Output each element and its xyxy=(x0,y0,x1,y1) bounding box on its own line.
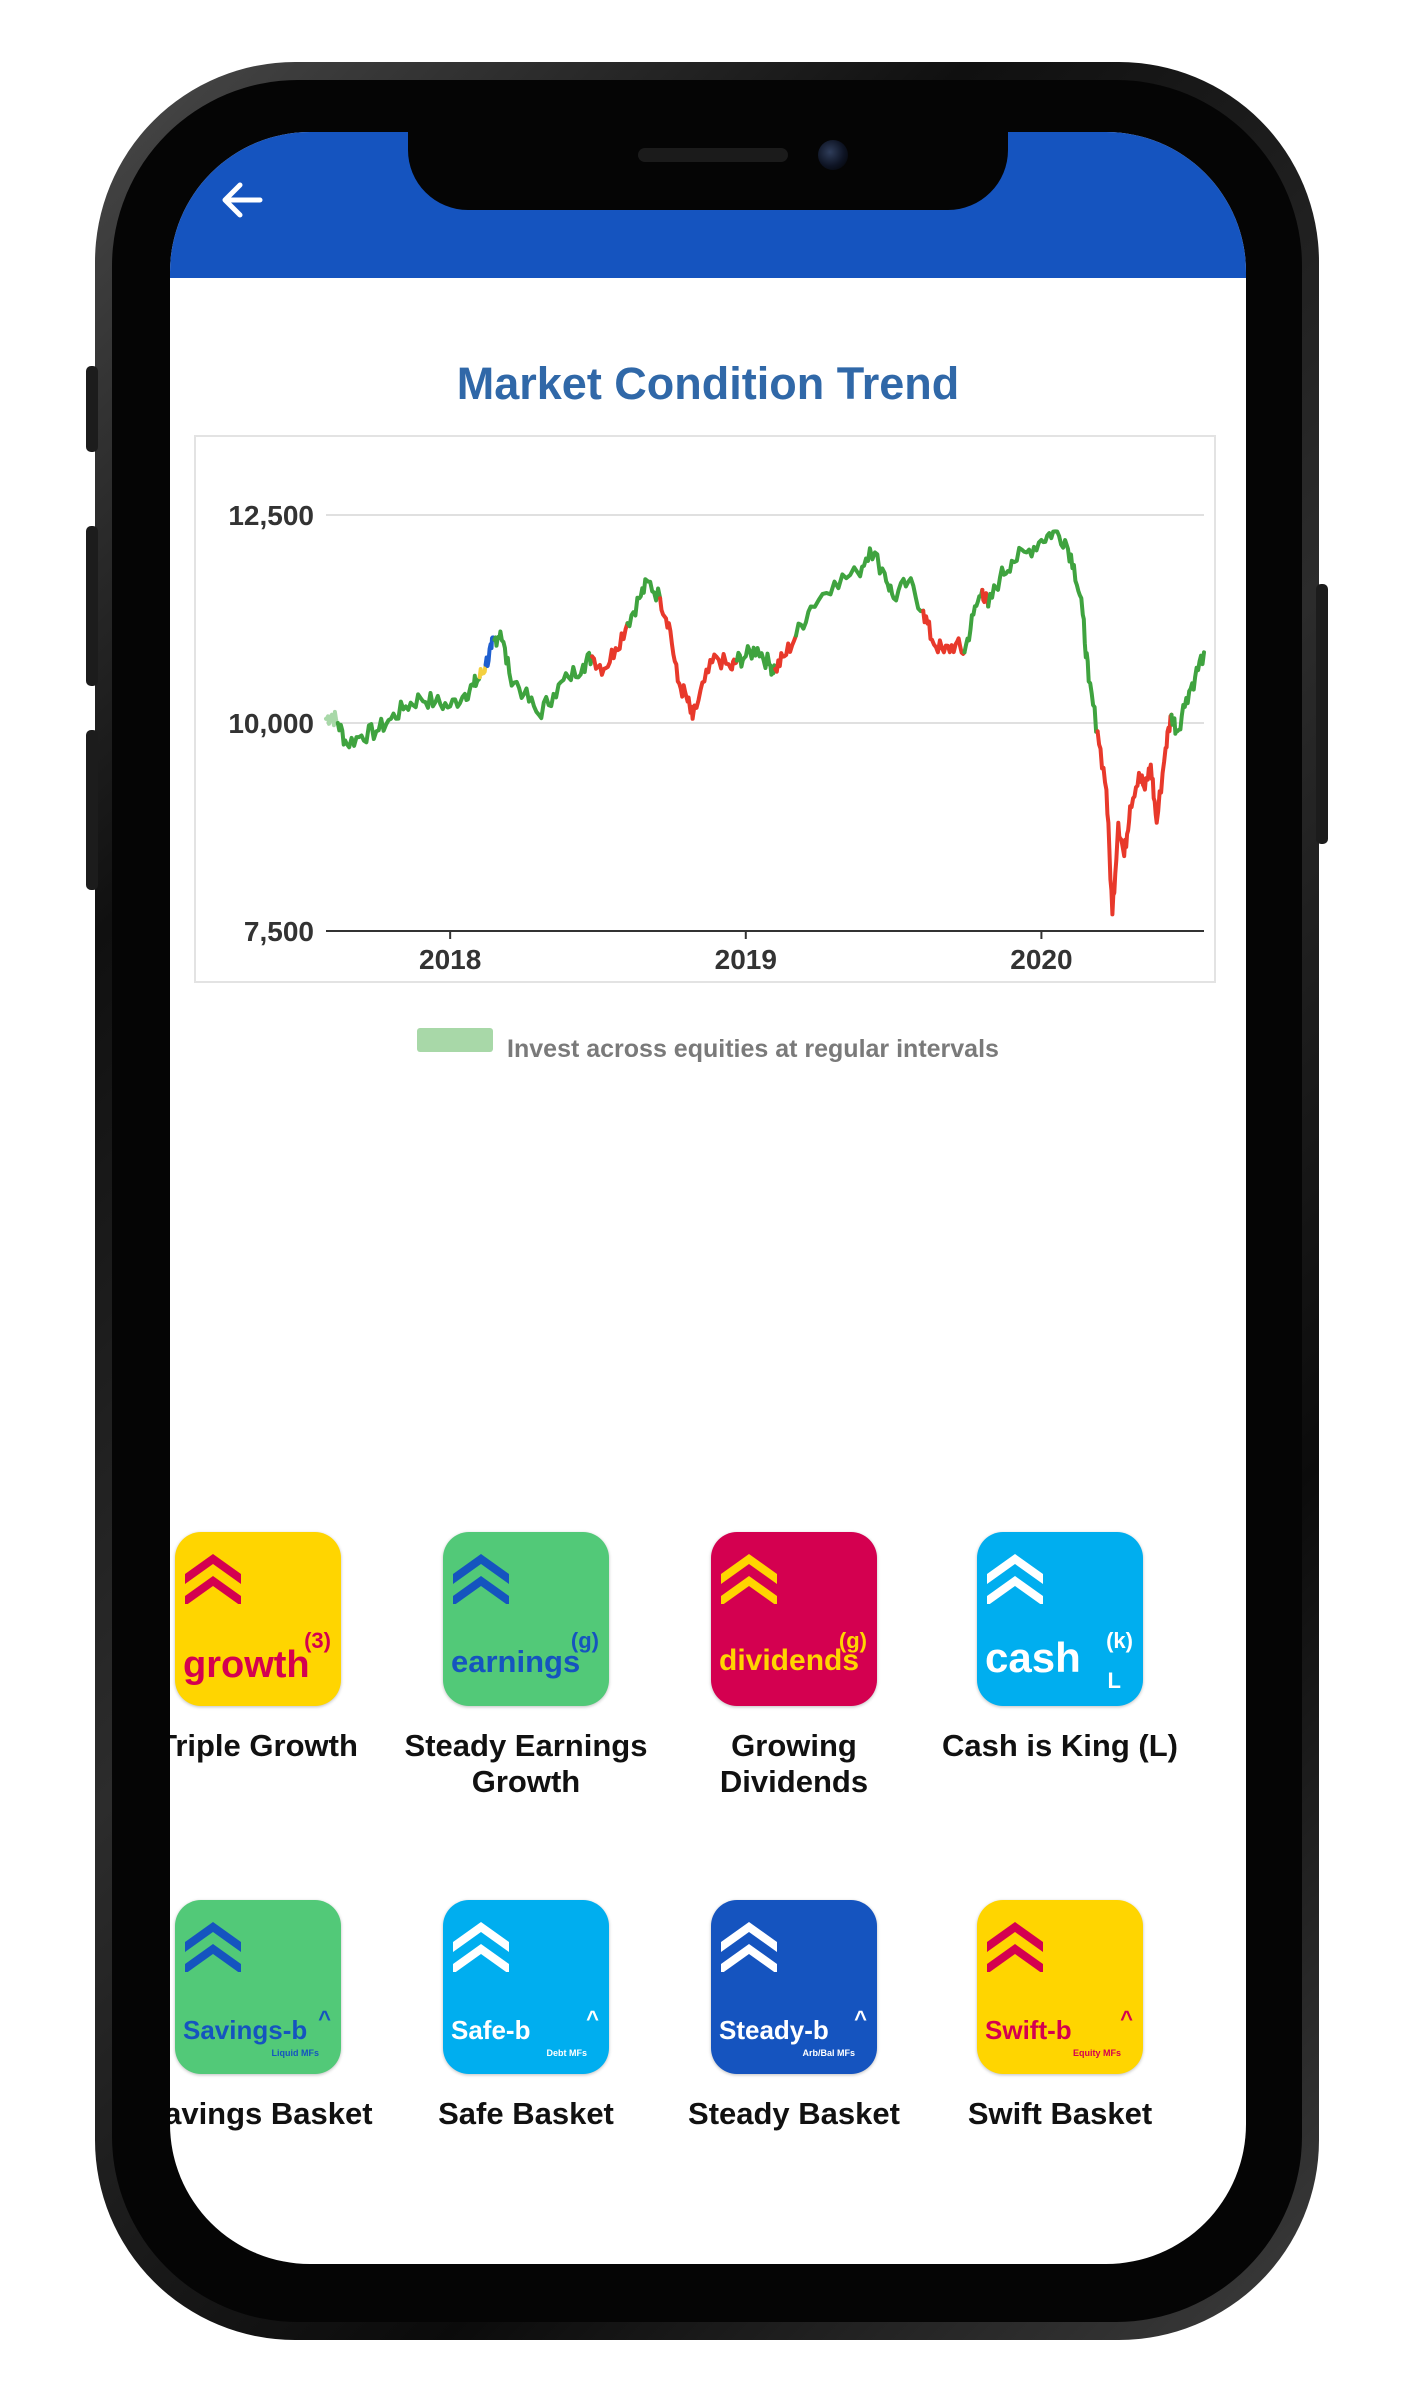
y-tick-label: 7,500 xyxy=(244,916,314,947)
tile-brand-word: growth xyxy=(183,1644,310,1686)
legend-swatch xyxy=(417,1028,494,1053)
tile-brand-caption: Liquid MFs xyxy=(271,2048,320,2058)
steady-basket-icon: Steady-b ^ Arb/Bal MFs xyxy=(711,1900,877,2074)
market-trend-chart: 12,500 10,000 7,500 2018 2019 2020 xyxy=(228,500,1206,975)
series-line-red xyxy=(590,621,630,677)
y-tick-label: 12,500 xyxy=(228,500,314,531)
basket-tile[interactable]: cash (k) L Cash is King (L) xyxy=(925,1532,1195,1764)
mute-switch xyxy=(86,366,98,452)
series-line-green xyxy=(1169,650,1206,736)
tile-label: Steady Earnings Growth xyxy=(404,1728,648,1799)
tile-brand-caption: Debt MFs xyxy=(546,2048,588,2058)
tile-brand-word: Safe-b xyxy=(451,2015,531,2045)
tile-brand-caption: Arb/Bal MFs xyxy=(802,2048,855,2058)
x-tick-label: 2019 xyxy=(715,944,777,975)
tile-brand-superscript: (3) xyxy=(304,1628,331,1653)
tile-label: Safe Basket xyxy=(438,2096,614,2131)
tile-label: Cash is King (L) xyxy=(942,1728,1178,1763)
chart-title: Market Condition Trend xyxy=(456,358,960,409)
series-line-red xyxy=(980,587,991,609)
basket-tile[interactable]: growth (3) Triple Growth xyxy=(170,1532,393,1764)
series-line-green xyxy=(335,673,482,750)
series-line-green xyxy=(734,644,778,677)
tile-brand-superscript: ^ xyxy=(318,2006,331,2031)
arrow-left-icon[interactable] xyxy=(220,178,264,222)
tile-brand-superscript: (g) xyxy=(838,1628,867,1653)
double-chevron-up-icon xyxy=(987,1922,1043,1972)
series-line-green xyxy=(794,546,926,638)
cash-icon: cash (k) L xyxy=(977,1532,1143,1706)
tile-label: Triple Growth xyxy=(170,1728,358,1763)
series-line-green xyxy=(986,529,1100,734)
chart-card: 12,500 10,000 7,500 2018 2019 2020 xyxy=(194,435,1216,983)
front-camera xyxy=(818,140,848,170)
series-line-green xyxy=(492,629,595,721)
tile-label: Steady Basket xyxy=(688,2096,900,2131)
tile-brand-word: Savings-b xyxy=(183,2015,308,2045)
double-chevron-up-icon xyxy=(185,1554,241,1604)
double-chevron-up-icon xyxy=(721,1554,777,1604)
tile-brand-word: Steady-b xyxy=(719,2015,829,2045)
tile-brand-caption: Equity MFs xyxy=(1072,2048,1121,2058)
series-line-red xyxy=(1095,712,1174,917)
dividends-icon: dividends (g) xyxy=(711,1532,877,1706)
app-screen: Market Condition Trend 12,500 10,000 7,500… xyxy=(170,132,1246,2264)
safe-basket-icon: Safe-b ^ Debt MFs xyxy=(443,1900,609,2074)
volume-up-button xyxy=(86,526,98,686)
savings-basket-icon: Savings-b ^ Liquid MFs xyxy=(175,1900,341,2074)
volume-down-button xyxy=(86,730,98,890)
tile-brand-superscript: ^ xyxy=(854,2006,867,2031)
series-line-lightgreen xyxy=(324,709,340,728)
series-line-red xyxy=(921,608,967,656)
basket-tile[interactable]: dividends (g) Growing Dividends xyxy=(659,1532,929,1800)
series-line-yellow xyxy=(477,662,488,680)
basket-tile[interactable]: Safe-b ^ Debt MFs Safe Basket xyxy=(391,1900,661,2132)
tile-label: Savings Basket xyxy=(170,2096,373,2131)
legend-label: Invest across equities at regular interv… xyxy=(507,1035,999,1063)
power-button xyxy=(1316,584,1328,844)
tile-brand-superscript: (g) xyxy=(570,1628,599,1653)
basket-tile[interactable]: Swift-b ^ Equity MFs Swift Basket xyxy=(925,1900,1195,2132)
basket-tile[interactable]: earnings (g) Steady Earnings Growth xyxy=(391,1532,661,1800)
tile-label: Growing Dividends xyxy=(719,1728,869,1799)
tile-brand-word: cash xyxy=(985,1634,1081,1681)
swift-basket-icon: Swift-b ^ Equity MFs xyxy=(977,1900,1143,2074)
series-line-red xyxy=(658,596,739,721)
growth-icon: growth (3) xyxy=(175,1532,341,1706)
double-chevron-up-icon xyxy=(987,1554,1043,1604)
earnings-icon: earnings (g) xyxy=(443,1532,609,1706)
chart-legend[interactable]: Invest across equities at regular interv… xyxy=(170,1028,1246,1064)
tile-brand-word: dividends xyxy=(719,1644,860,1677)
tile-label: Swift Basket xyxy=(967,2096,1153,2131)
tile-brand-superscript: ^ xyxy=(1120,2006,1133,2031)
tile-brand-superscript: ^ xyxy=(586,2006,599,2031)
series-line-green xyxy=(962,587,985,655)
phone-notch xyxy=(408,132,1008,210)
double-chevron-up-icon xyxy=(453,1554,509,1604)
basket-tile[interactable]: Savings-b ^ Liquid MFs Savings Basket xyxy=(170,1900,393,2132)
series-line-green xyxy=(625,577,663,629)
tile-brand-superscript: (k) xyxy=(1106,1628,1133,1653)
y-tick-label: 10,000 xyxy=(228,708,314,739)
tile-brand-word: Swift-b xyxy=(985,2015,1072,2045)
earpiece-speaker xyxy=(638,148,788,162)
tile-brand-word: earnings xyxy=(451,1644,581,1679)
double-chevron-up-icon xyxy=(721,1922,777,1972)
series-line-red xyxy=(773,633,798,674)
series-line-blue xyxy=(483,635,497,668)
double-chevron-up-icon xyxy=(453,1922,509,1972)
double-chevron-up-icon xyxy=(185,1922,241,1972)
tile-brand-subscript: L xyxy=(1107,1668,1121,1693)
basket-tile[interactable]: Steady-b ^ Arb/Bal MFs Steady Basket xyxy=(659,1900,929,2132)
x-tick-label: 2020 xyxy=(1010,944,1072,975)
x-tick-label: 2018 xyxy=(419,944,481,975)
